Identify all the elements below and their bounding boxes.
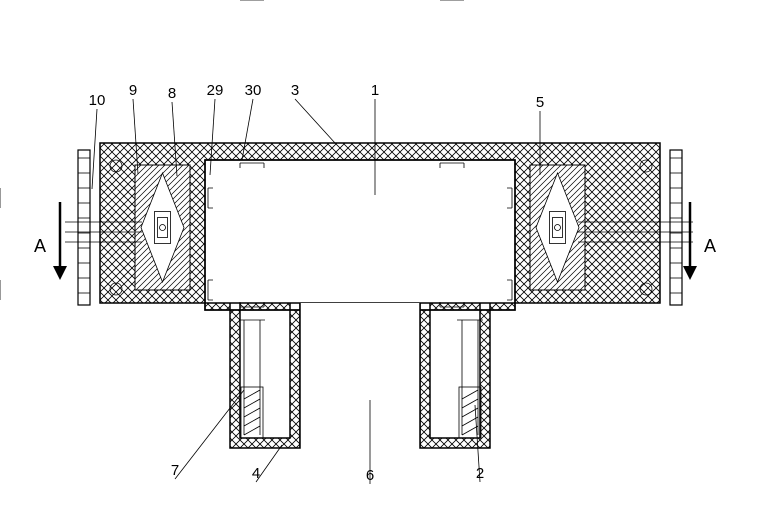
svg-text:9: 9 (129, 82, 137, 99)
svg-text:5: 5 (536, 94, 544, 111)
drawing-layer (0, 0, 697, 448)
svg-text:1: 1 (371, 82, 379, 99)
svg-text:8: 8 (168, 85, 176, 102)
svg-text:3: 3 (291, 82, 299, 99)
svg-text:29: 29 (207, 82, 224, 99)
svg-text:4: 4 (252, 465, 260, 482)
engineering-diagram: AA109829303157462 (0, 0, 767, 524)
svg-text:2: 2 (476, 465, 484, 482)
svg-text:A: A (34, 236, 46, 256)
svg-text:10: 10 (89, 92, 106, 109)
svg-text:30: 30 (245, 82, 262, 99)
svg-text:7: 7 (171, 462, 179, 479)
svg-text:6: 6 (366, 467, 374, 484)
svg-text:A: A (704, 236, 716, 256)
